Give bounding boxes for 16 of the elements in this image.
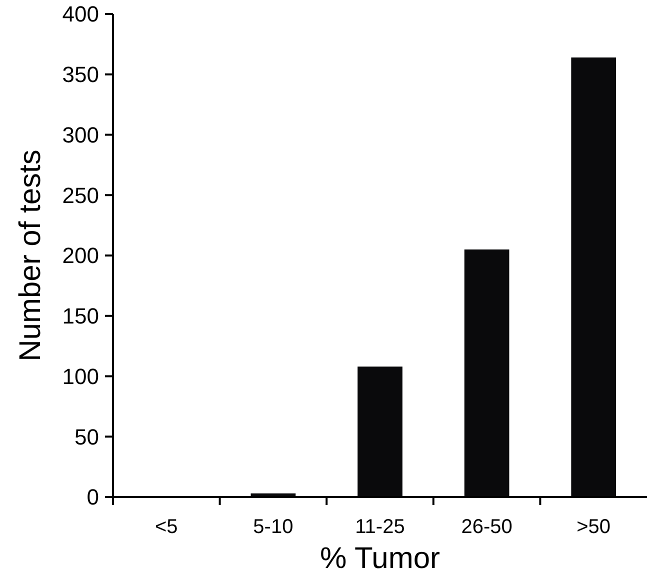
x-tick-label: 26-50 [461, 516, 512, 538]
y-tick-label: 200 [62, 243, 99, 268]
y-tick-label: 150 [62, 304, 99, 329]
y-tick-label: 250 [62, 182, 99, 208]
x-tick-label: <5 [154, 516, 178, 538]
y-tick-label: 300 [62, 122, 99, 148]
y-tick-label: 350 [62, 62, 99, 88]
y-tick-label: 0 [86, 484, 99, 510]
x-axis-title: % Tumor [320, 542, 440, 575]
y-tick-label: 50 [74, 424, 99, 450]
x-tick-label: 11-25 [355, 516, 405, 538]
y-tick-label: 400 [62, 2, 99, 27]
y-tick-label: 100 [62, 364, 99, 389]
x-tick-label: 5-10 [253, 516, 294, 538]
y-axis-title: Number of tests [14, 150, 47, 362]
x-tick-label: >50 [576, 516, 611, 538]
